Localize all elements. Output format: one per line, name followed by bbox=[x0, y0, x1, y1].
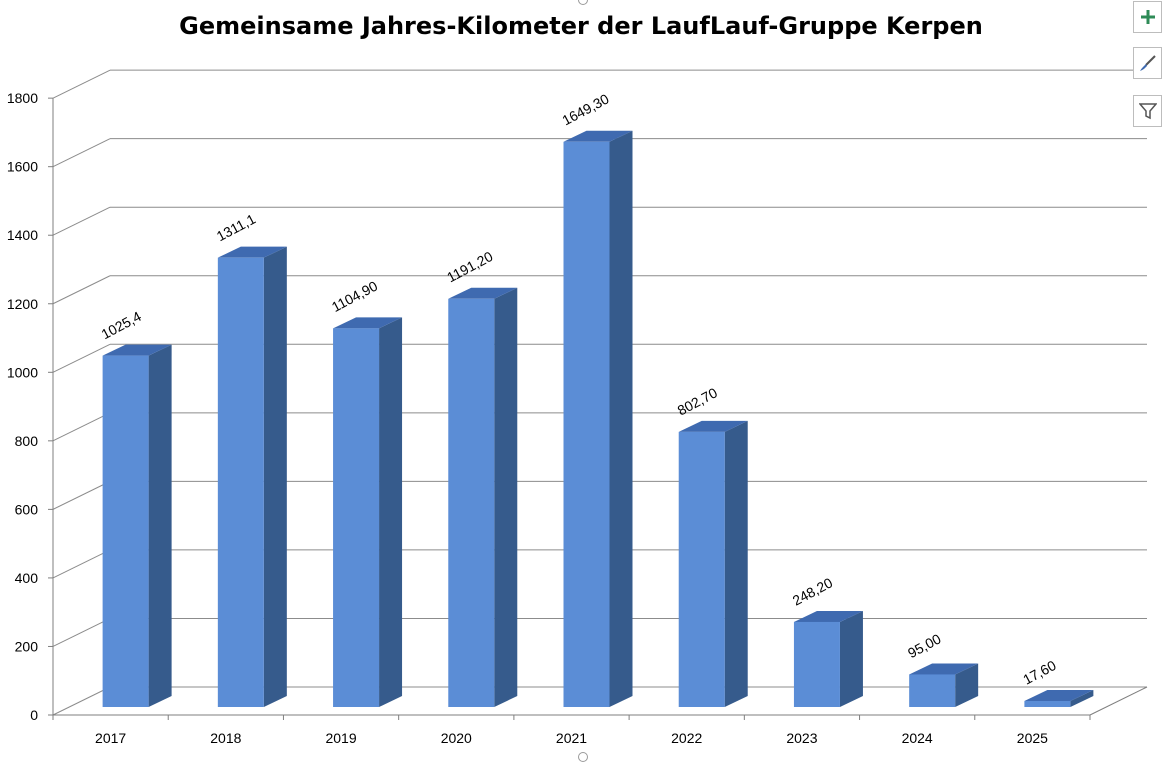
bar bbox=[448, 298, 495, 707]
brush-icon bbox=[1139, 55, 1156, 71]
x-tick-label: 2025 bbox=[1017, 730, 1048, 746]
y-tick-label: 1600 bbox=[7, 159, 38, 175]
bar bbox=[1024, 700, 1071, 707]
y-tick-label: 200 bbox=[15, 638, 39, 654]
y-tick-label: 0 bbox=[30, 707, 38, 723]
y-tick-label: 1800 bbox=[7, 90, 38, 106]
bar-2019 bbox=[333, 317, 403, 707]
bar-top bbox=[448, 287, 518, 299]
bar-2017 bbox=[102, 344, 172, 707]
bar bbox=[102, 355, 149, 707]
x-tick-label: 2024 bbox=[902, 730, 933, 746]
bar-side bbox=[1070, 689, 1094, 707]
data-label: 17,60 bbox=[1020, 657, 1059, 688]
gridline-side bbox=[52, 686, 111, 716]
bar-2018 bbox=[217, 246, 287, 707]
bar bbox=[909, 674, 956, 707]
data-label: 1104,90 bbox=[329, 278, 380, 315]
y-tick-label: 400 bbox=[15, 570, 39, 586]
x-tick-label: 2021 bbox=[556, 730, 587, 746]
gridline-side bbox=[52, 206, 111, 236]
bar-top bbox=[333, 317, 403, 329]
bar-2022 bbox=[678, 420, 748, 707]
bar-2020 bbox=[448, 287, 518, 707]
bar-top bbox=[793, 610, 863, 622]
bar-top bbox=[909, 663, 979, 675]
x-tick-label: 2018 bbox=[210, 730, 241, 746]
data-label: 248,20 bbox=[790, 574, 836, 608]
x-tick-label: 2017 bbox=[95, 730, 126, 746]
bar-top bbox=[217, 246, 287, 258]
bar-2023 bbox=[793, 610, 863, 707]
bar-side bbox=[955, 663, 979, 707]
bar-side bbox=[494, 287, 518, 707]
x-tick-label: 2023 bbox=[786, 730, 817, 746]
bar-top bbox=[678, 420, 748, 432]
bar-side bbox=[148, 344, 172, 707]
bar-top bbox=[102, 344, 172, 356]
chart-styles-button[interactable] bbox=[1133, 47, 1162, 79]
gridline-side bbox=[52, 343, 111, 373]
bars bbox=[102, 130, 1094, 707]
gridline-side bbox=[52, 618, 111, 647]
data-label: 1191,20 bbox=[444, 248, 495, 285]
chart-title: Gemeinsame Jahres-Kilometer der LaufLauf… bbox=[179, 12, 983, 40]
y-tick-label: 800 bbox=[15, 433, 39, 449]
gridline-side bbox=[52, 412, 111, 442]
bar-2024 bbox=[909, 663, 979, 707]
bar bbox=[217, 257, 264, 707]
add-chart-element-button[interactable] bbox=[1133, 1, 1162, 33]
y-tick-label: 600 bbox=[15, 501, 39, 517]
gridline-side bbox=[52, 275, 111, 305]
gridline-side bbox=[52, 549, 111, 579]
bar bbox=[563, 141, 610, 707]
gridline-side bbox=[52, 69, 111, 99]
bar-side bbox=[724, 420, 748, 707]
chart-filters-button[interactable] bbox=[1133, 95, 1162, 127]
gridline-side bbox=[52, 480, 111, 510]
data-label: 1025,4 bbox=[99, 308, 145, 342]
x-tick-label: 2020 bbox=[441, 730, 472, 746]
bar bbox=[678, 431, 725, 707]
plus-icon bbox=[1140, 10, 1155, 24]
filter-icon bbox=[1138, 103, 1157, 120]
bar-side bbox=[839, 610, 863, 707]
gridline-side bbox=[52, 138, 111, 168]
data-label: 1311,1 bbox=[214, 210, 259, 244]
y-tick-label: 1200 bbox=[7, 296, 38, 312]
x-tick-label: 2019 bbox=[325, 730, 356, 746]
x-tick-label: 2022 bbox=[671, 730, 702, 746]
bar-top bbox=[1024, 689, 1094, 701]
bar-side bbox=[379, 317, 403, 707]
bar-2025 bbox=[1024, 689, 1094, 707]
y-tick-label: 1400 bbox=[7, 227, 38, 243]
selection-handle-bottom[interactable] bbox=[578, 752, 588, 762]
y-tick-label: 1000 bbox=[7, 364, 38, 380]
bar bbox=[793, 621, 840, 707]
bar bbox=[333, 328, 380, 707]
data-label: 1649,30 bbox=[559, 90, 611, 128]
data-label: 802,70 bbox=[675, 384, 721, 418]
axes: 0 200 400 600 800 1000 1200 1400 1600 1800 2017 201… bbox=[7, 90, 1148, 746]
data-label: 95,00 bbox=[905, 630, 944, 661]
bar-2021 bbox=[563, 130, 633, 707]
floor-edge bbox=[1089, 686, 1148, 716]
bar-side bbox=[263, 246, 287, 707]
bar-top bbox=[563, 130, 633, 142]
bar-side bbox=[609, 130, 633, 707]
